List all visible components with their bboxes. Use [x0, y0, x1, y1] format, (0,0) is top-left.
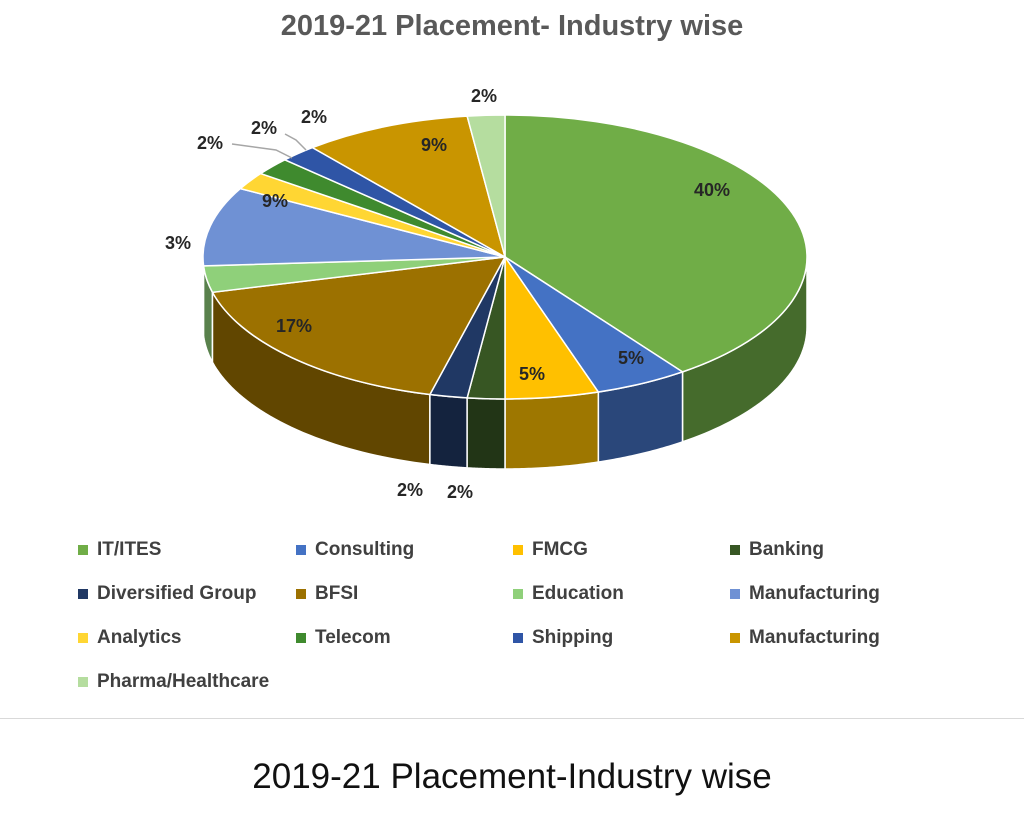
legend-item-consulting: Consulting [296, 538, 414, 562]
data-label-fmcg: 5% [519, 364, 545, 384]
legend-item-banking: Banking [730, 538, 824, 562]
legend-label: Diversified Group [97, 583, 257, 604]
legend-item-manufacturing: Manufacturing [730, 582, 880, 606]
legend-item-analytics: Analytics [78, 626, 181, 650]
data-label-diversified-group: 2% [397, 480, 423, 500]
data-label-manufacturing: 9% [421, 135, 447, 155]
legend-label: Telecom [315, 627, 391, 648]
chart-title: 2019-21 Placement- Industry wise [280, 10, 744, 42]
legend-item-shipping: Shipping [513, 626, 613, 650]
data-label-it-ites: 40% [694, 180, 730, 200]
legend-item-telecom: Telecom [296, 626, 391, 650]
pie-leader-lines [231, 133, 307, 159]
legend-item-education: Education [513, 582, 624, 606]
pie-slice-manufacturing [202, 187, 506, 267]
pie-top-faces [202, 114, 808, 400]
legend-label: BFSI [315, 583, 359, 604]
legend-label: Pharma/Healthcare [97, 671, 270, 692]
data-label-pharma-healthcare: 2% [471, 86, 497, 106]
legend-swatch [296, 633, 306, 643]
legend-label: Shipping [532, 627, 614, 648]
pie-slice-it-ites [504, 114, 808, 373]
pie-side-banking [466, 397, 506, 470]
leader-line-analytics [231, 143, 293, 159]
data-label-telecom: 2% [251, 118, 277, 138]
caption-divider [0, 718, 1024, 719]
legend-swatch [296, 545, 306, 555]
legend-swatch [513, 633, 523, 643]
legend-swatch [78, 589, 88, 599]
legend-label: Education [532, 583, 624, 604]
legend-label: Manufacturing [749, 627, 880, 648]
pie-chart: 40% 5% 5% 2% 2% 17% 3% 9% 2% 2% 2% 9% 2% [165, 86, 808, 502]
data-label-consulting: 5% [618, 348, 644, 368]
figure-caption: 2019-21 Placement-Industry wise [252, 757, 772, 796]
legend-item-it-ites: IT/ITES [78, 538, 161, 562]
data-label-analytics: 2% [197, 133, 223, 153]
legend-swatch [513, 589, 523, 599]
legend-label: IT/ITES [97, 539, 162, 560]
data-label-education: 3% [165, 233, 191, 253]
pie-slice-manufacturing [310, 115, 507, 259]
legend-label: Manufacturing [749, 583, 880, 604]
legend-swatch [78, 677, 88, 687]
legend-swatch [730, 633, 740, 643]
leader-line-telecom [284, 133, 307, 151]
pie-side-fmcg [504, 391, 600, 470]
legend-item-manufacturing: Manufacturing [730, 626, 880, 650]
legend-item-diversified-group: Diversified Group [78, 582, 256, 606]
data-label-banking: 2% [447, 482, 473, 502]
legend-label: Analytics [97, 627, 182, 648]
pie-slice-bfsi [211, 256, 507, 396]
pie-slice-pharma-healthcare [466, 114, 506, 258]
legend-swatch [513, 545, 523, 555]
legend-swatch [296, 589, 306, 599]
legend-swatch [78, 545, 88, 555]
data-label-bfsi: 17% [276, 316, 312, 336]
pie-data-labels: 40% 5% 5% 2% 2% 17% 3% 9% 2% 2% 2% 9% 2% [165, 86, 730, 502]
data-label-shipping: 2% [301, 107, 327, 127]
pie-side-diversified-group [429, 393, 468, 469]
legend-swatch [78, 633, 88, 643]
legend-item-pharma-healthcare: Pharma/Healthcare [78, 670, 269, 694]
pie-side-walls [202, 256, 808, 470]
legend-item-fmcg: FMCG [513, 538, 588, 562]
legend-swatch [730, 545, 740, 555]
data-label-manufacturing: 9% [262, 191, 288, 211]
legend-item-bfsi: BFSI [296, 582, 358, 606]
legend-label: Banking [749, 539, 824, 560]
legend-label: FMCG [532, 539, 588, 560]
legend-label: Consulting [315, 539, 415, 560]
legend-swatch [730, 589, 740, 599]
